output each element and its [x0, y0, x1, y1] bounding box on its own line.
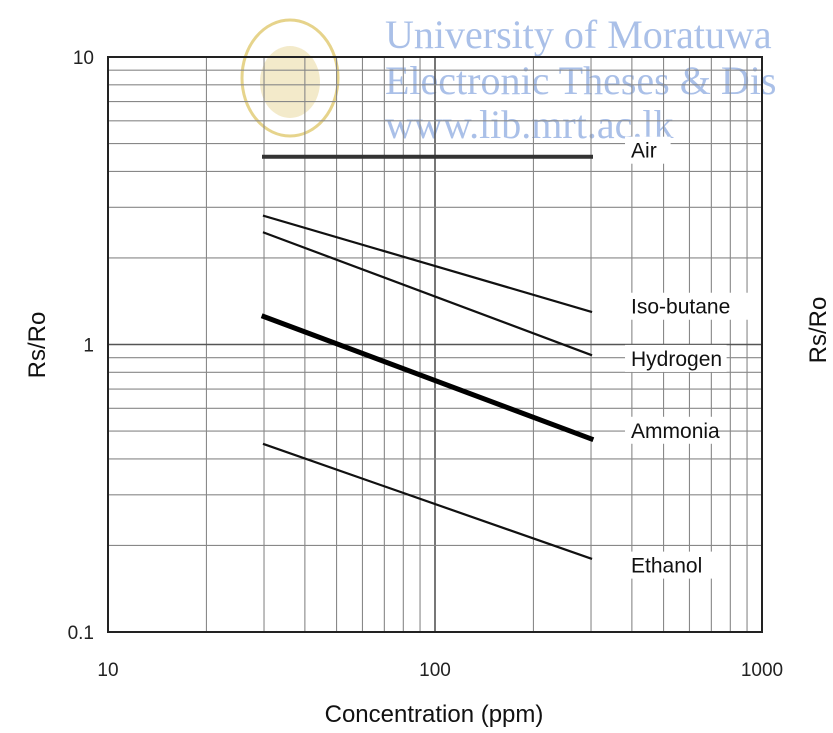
- series-line-ammonia: [260, 313, 595, 443]
- chart-grid: [108, 57, 762, 632]
- series-label-air: Air: [631, 140, 657, 163]
- series-label-bg-hydrogen: [625, 344, 727, 372]
- series-line-hydrogen: [262, 231, 593, 357]
- y-tick-label: 1: [83, 336, 94, 357]
- watermark-line-2: Electronic Theses & Dis: [385, 58, 776, 103]
- series-label-ammonia: Ammonia: [631, 420, 720, 443]
- watermark-line-1: University of Moratuwa: [385, 12, 772, 57]
- series-label-bg-ethanol: [625, 551, 716, 579]
- x-axis-label: Concentration (ppm): [325, 701, 544, 728]
- y-tick-label: 10: [73, 48, 94, 69]
- y-axis-label: Rs/Ro: [24, 312, 51, 379]
- secondary-y-axis-label: Rs/Ro: [805, 297, 832, 364]
- series-label-iso-butane: Iso-butane: [631, 296, 730, 319]
- series-layer: [260, 154, 595, 561]
- tick-label-layer: 10 100 1000 10 1 0.1: [68, 48, 784, 681]
- watermark: University of Moratuwa Electronic Theses…: [240, 12, 776, 147]
- x-tick-label: 10: [97, 660, 118, 681]
- series-line-iso-butane: [262, 214, 593, 314]
- plot-frame: [107, 56, 763, 633]
- series-label-bg-air: [625, 136, 671, 164]
- series-label-hydrogen: Hydrogen: [631, 348, 722, 371]
- x-tick-label: 1000: [741, 660, 783, 681]
- series-label-bg-iso-butane: [625, 292, 750, 320]
- series-label-layer: Air Iso-butane Hydrogen Ammonia Ethanol: [625, 136, 750, 579]
- university-logo-icon: [240, 18, 340, 138]
- series-label-bg-ammonia: [625, 416, 716, 444]
- series-line-ethanol: [262, 442, 593, 561]
- y-tick-label: 0.1: [68, 623, 94, 644]
- x-tick-label: 100: [419, 660, 451, 681]
- series-label-ethanol: Ethanol: [631, 555, 702, 578]
